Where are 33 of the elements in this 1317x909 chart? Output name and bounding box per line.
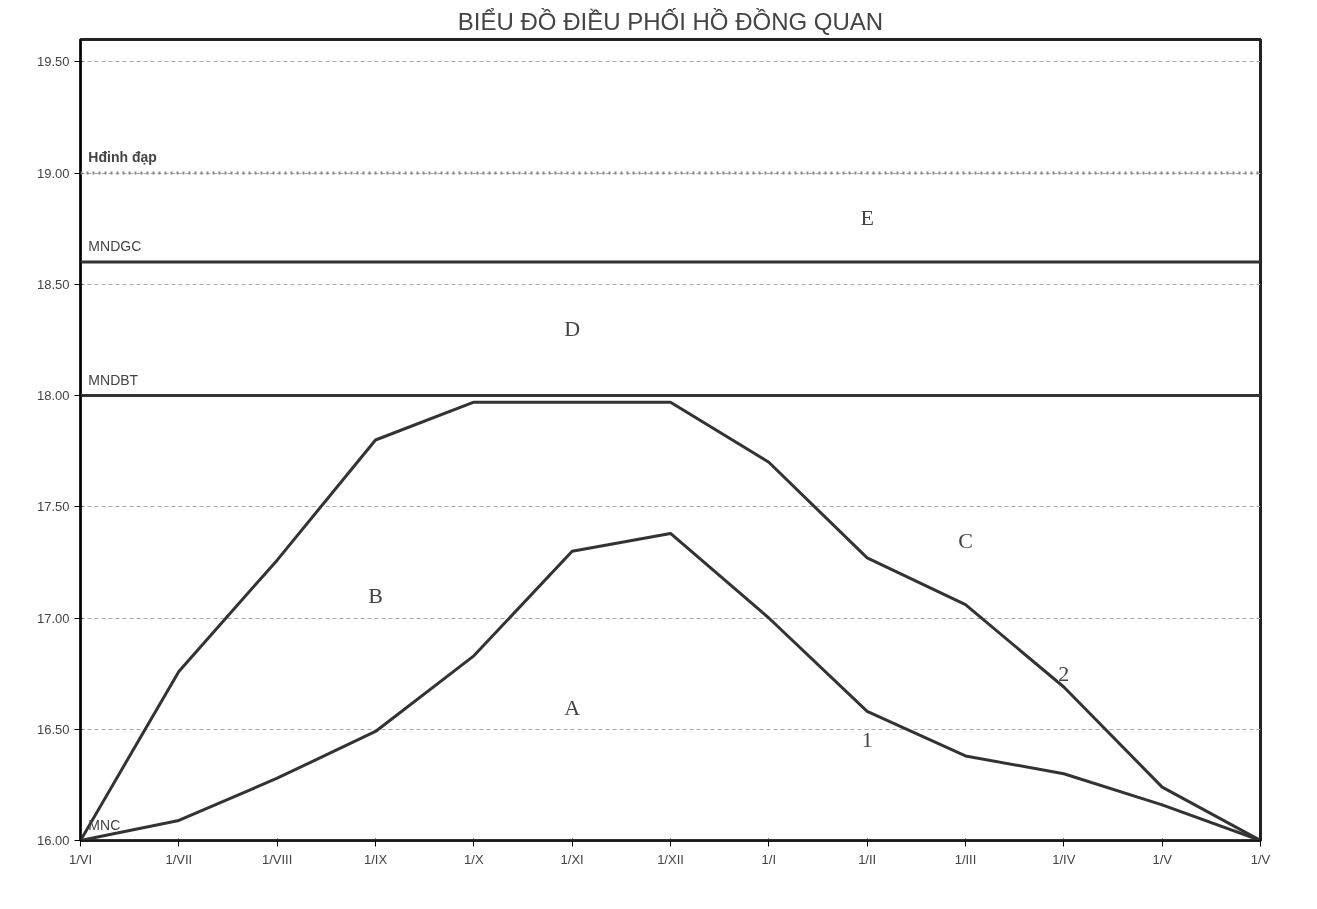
annotation: A [564,694,581,720]
y-tick-label: 18.00 [36,388,70,403]
ref-line-label: MNC [88,816,121,833]
y-tick-label: 16.00 [36,833,70,848]
x-tick-label: 1/V [1250,851,1271,867]
ref-line-label: MNDBT [88,371,139,388]
annotation: C [958,527,973,553]
annotation: D [564,316,581,342]
x-tick-label: 1/V [1152,851,1173,867]
x-tick-label: 1/III [954,851,977,867]
annotation: 2 [1058,660,1070,686]
ref-line-label: MNDGC [88,238,142,254]
y-tick-label: 18.50 [36,276,70,292]
x-tick-label: 1/VII [165,851,193,867]
x-tick-label: 1/IX [363,851,388,867]
x-tick-label: 1/I [761,851,777,867]
y-tick-label: 16.50 [36,721,70,737]
y-tick-label: 17.50 [36,499,70,515]
x-tick-label: 1/XII [657,851,684,867]
x-tick-label: 1/II [858,851,877,867]
x-tick-label: 1/VI [68,851,93,867]
x-tick-label: 1/XI [560,851,584,867]
annotation: 1 [861,727,873,753]
chart-title: BIỂU ĐỒ ĐIỀU PHỐI HỒ ĐỒNG QUAN [457,7,884,35]
y-tick-label: 17.00 [36,610,70,626]
annotation: E [860,205,874,230]
x-tick-label: 1/X [464,851,484,867]
y-tick-label: 19.00 [36,165,70,181]
annotation: B [368,583,383,609]
x-tick-label: 1/IV [1052,851,1076,867]
y-tick-label: 19.50 [36,54,70,70]
x-tick-label: 1/VIII [261,851,293,867]
ref-line-label: Hđinh đạp [88,149,157,165]
